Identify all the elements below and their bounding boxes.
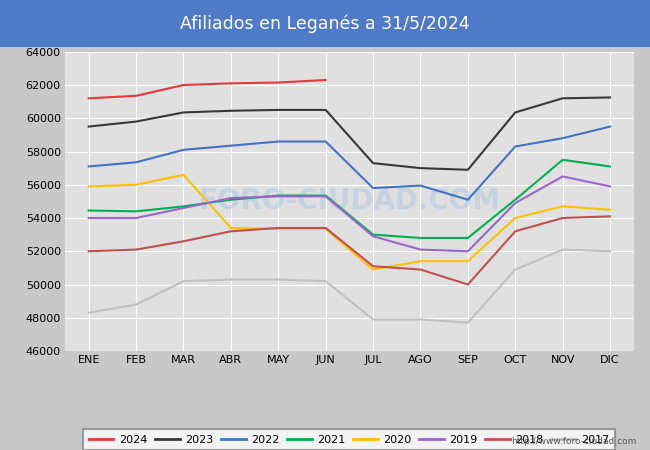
Legend: 2024, 2023, 2022, 2021, 2020, 2019, 2018, 2017: 2024, 2023, 2022, 2021, 2020, 2019, 2018… [83, 429, 616, 450]
Text: FORO-CIUDAD.COM: FORO-CIUDAD.COM [198, 187, 500, 216]
Text: http://www.foro-ciudad.com: http://www.foro-ciudad.com [512, 436, 637, 446]
Text: Afiliados en Leganés a 31/5/2024: Afiliados en Leganés a 31/5/2024 [180, 14, 470, 33]
